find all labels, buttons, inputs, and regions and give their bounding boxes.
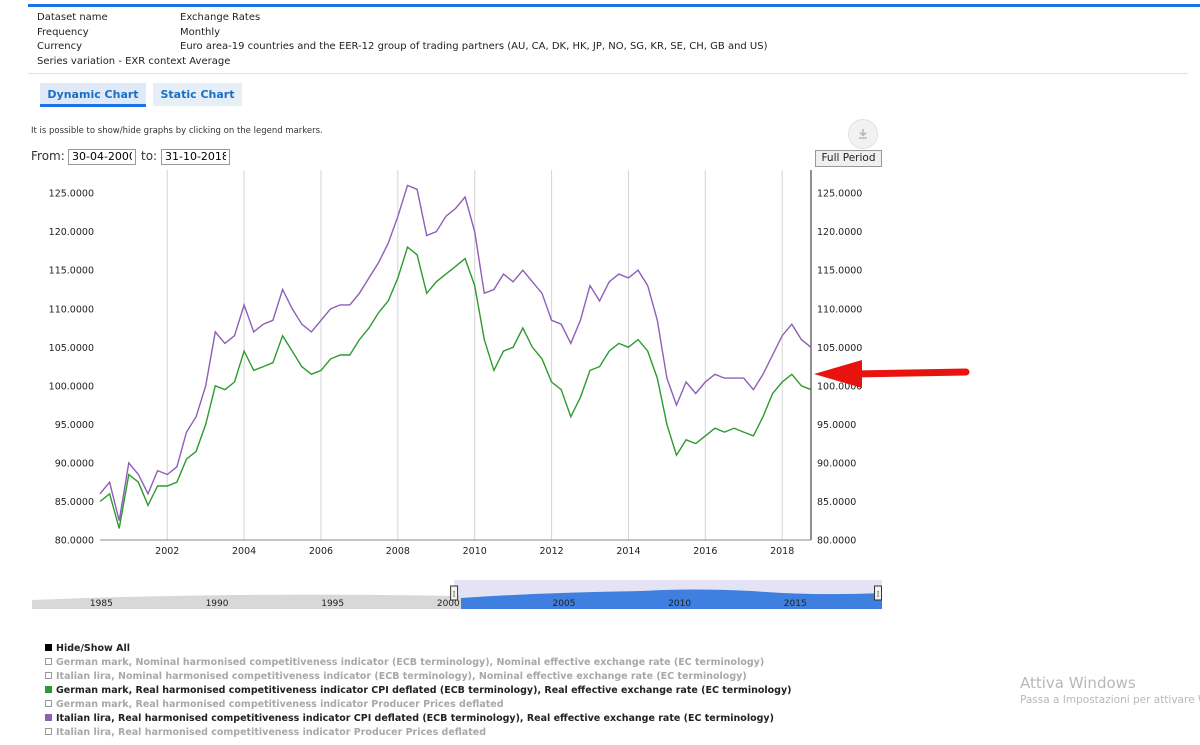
- checkbox-icon: [45, 728, 52, 735]
- left-y-tick-label: 100.0000: [49, 381, 94, 392]
- checkbox-icon: [45, 686, 52, 693]
- hide-show-all-label: Hide/Show All: [56, 643, 131, 654]
- left-y-tick-label: 115.0000: [49, 266, 94, 277]
- x-tick-label: 2018: [770, 546, 794, 557]
- navigator-history-area: [32, 594, 461, 609]
- legend-item-label: Italian lira, Nominal harmonised competi…: [56, 671, 747, 682]
- legend-item-label: Italian lira, Real harmonised competitiv…: [56, 727, 487, 738]
- time-navigator[interactable]: 1985 1990 1995 2000 2005 2010 2015 ⁞ ⁞: [32, 578, 884, 610]
- tab-dynamic-chart[interactable]: Dynamic Chart: [40, 83, 146, 107]
- checkbox-icon: [45, 658, 52, 665]
- left-y-tick-label: 95.0000: [55, 420, 94, 431]
- dataset-metadata: Dataset name Exchange Rates Frequency Mo…: [28, 7, 1188, 74]
- navigator-selected-area: [461, 589, 882, 609]
- meta-key: Frequency: [37, 27, 89, 38]
- legend-item-italian-nominal[interactable]: Italian lira, Nominal harmonised competi…: [45, 670, 791, 684]
- x-tick-label: 2014: [616, 546, 640, 557]
- from-label: From:: [31, 149, 65, 163]
- legend-item-italian-real-cpi[interactable]: Italian lira, Real harmonised competitiv…: [45, 712, 791, 726]
- x-tick-label: 2008: [386, 546, 410, 557]
- left-y-tick-label: 120.0000: [49, 227, 94, 238]
- checkbox-icon: [45, 700, 52, 707]
- legend-item-label: German mark, Nominal harmonised competit…: [56, 657, 765, 668]
- right-y-tick-label: 95.0000: [817, 420, 856, 431]
- left-y-tick-label: 90.0000: [55, 458, 94, 469]
- left-y-tick-label: 110.0000: [49, 304, 94, 315]
- right-y-tick-label: 85.0000: [817, 497, 856, 508]
- legend-item-german-nominal[interactable]: German mark, Nominal harmonised competit…: [45, 656, 791, 670]
- x-tick-label: 2004: [232, 546, 256, 557]
- navigator-tick-label: 2015: [784, 599, 807, 609]
- navigator-tick-label: 2000: [437, 599, 460, 609]
- navigator-right-handle[interactable]: [874, 585, 882, 601]
- grip-icon: ⁞: [453, 590, 456, 600]
- navigator-tick-label: 2005: [553, 599, 576, 609]
- right-y-tick-label: 80.0000: [817, 536, 856, 547]
- windows-activation-subtitle: Passa a Impostazioni per attivare Window…: [1020, 694, 1200, 706]
- checkbox-icon: [45, 672, 52, 679]
- legend-item-label: German mark, Real harmonised competitive…: [56, 685, 792, 696]
- right-y-tick-label: 120.0000: [817, 227, 862, 238]
- annotation-arrow-shaft: [848, 368, 970, 378]
- full-period-button[interactable]: Full Period: [815, 150, 882, 167]
- navigator-tick-label: 1995: [321, 599, 344, 609]
- checkbox-icon: [45, 714, 52, 721]
- checkbox-icon: [45, 644, 52, 651]
- annotation-arrow-head: [814, 360, 862, 388]
- hide-show-all-toggle[interactable]: Hide/Show All: [45, 642, 791, 656]
- to-date-input[interactable]: [161, 149, 230, 165]
- legend-item-italian-real-ppi[interactable]: Italian lira, Real harmonised competitiv…: [45, 726, 791, 740]
- legend: Hide/Show All German mark, Nominal harmo…: [45, 642, 791, 740]
- navigator-tick-label: 2010: [668, 599, 691, 609]
- left-y-tick-label: 125.0000: [49, 189, 94, 200]
- from-date-input[interactable]: [68, 149, 136, 165]
- x-tick-label: 2012: [539, 546, 563, 557]
- meta-key: Dataset name: [37, 12, 108, 23]
- meta-value: Exchange Rates: [180, 12, 261, 23]
- legend-hint-text: It is possible to show/hide graphs by cl…: [31, 126, 323, 136]
- x-tick-label: 2002: [155, 546, 179, 557]
- meta-value: Euro area-19 countries and the EER-12 gr…: [180, 41, 768, 52]
- series-line-german-mark: [99, 245, 812, 529]
- download-icon: [859, 129, 867, 139]
- x-tick-label: 2016: [693, 546, 717, 557]
- left-y-tick-label: 80.0000: [55, 536, 94, 547]
- navigator-tick-label: 1990: [206, 599, 229, 609]
- grip-icon: ⁞: [877, 590, 880, 600]
- to-label: to:: [141, 149, 158, 163]
- legend-item-german-real-ppi[interactable]: German mark, Real harmonised competitive…: [45, 698, 791, 712]
- meta-value: Average: [189, 56, 231, 67]
- legend-item-label: Italian lira, Real harmonised competitiv…: [56, 713, 774, 724]
- meta-row-series-variation: Series variation - EXR context Average: [37, 55, 230, 69]
- series-line-italian-lira: [99, 184, 812, 521]
- left-y-tick-label: 105.0000: [49, 343, 94, 354]
- top-accent-bar: [28, 4, 1200, 7]
- right-y-tick-label: 115.0000: [817, 266, 862, 277]
- right-y-tick-label: 100.0000: [817, 381, 862, 392]
- meta-key: Series variation - EXR context: [37, 56, 187, 67]
- navigator-tick-label: 1985: [90, 599, 113, 609]
- left-y-tick-label: 85.0000: [55, 497, 94, 508]
- meta-key: Currency: [37, 41, 83, 52]
- right-y-tick-label: 90.0000: [817, 458, 856, 469]
- windows-activation-title: Attiva Windows: [1020, 674, 1136, 692]
- legend-item-german-real-cpi[interactable]: German mark, Real harmonised competitive…: [45, 684, 791, 698]
- meta-value: Monthly: [180, 27, 221, 38]
- right-y-tick-label: 110.0000: [817, 304, 862, 315]
- tab-static-chart[interactable]: Static Chart: [153, 83, 242, 106]
- x-tick-label: 2010: [463, 546, 487, 557]
- line-chart: 2002 2004 2006 2008 2010 2012 2014 2016 2018 80.0…: [49, 170, 970, 557]
- right-y-tick-label: 125.0000: [817, 189, 862, 200]
- legend-item-label: German mark, Real harmonised competitive…: [56, 699, 504, 710]
- navigator-left-handle[interactable]: [450, 585, 459, 601]
- right-y-tick-label: 105.0000: [817, 343, 862, 354]
- download-button[interactable]: [848, 119, 878, 149]
- x-tick-label: 2006: [309, 546, 333, 557]
